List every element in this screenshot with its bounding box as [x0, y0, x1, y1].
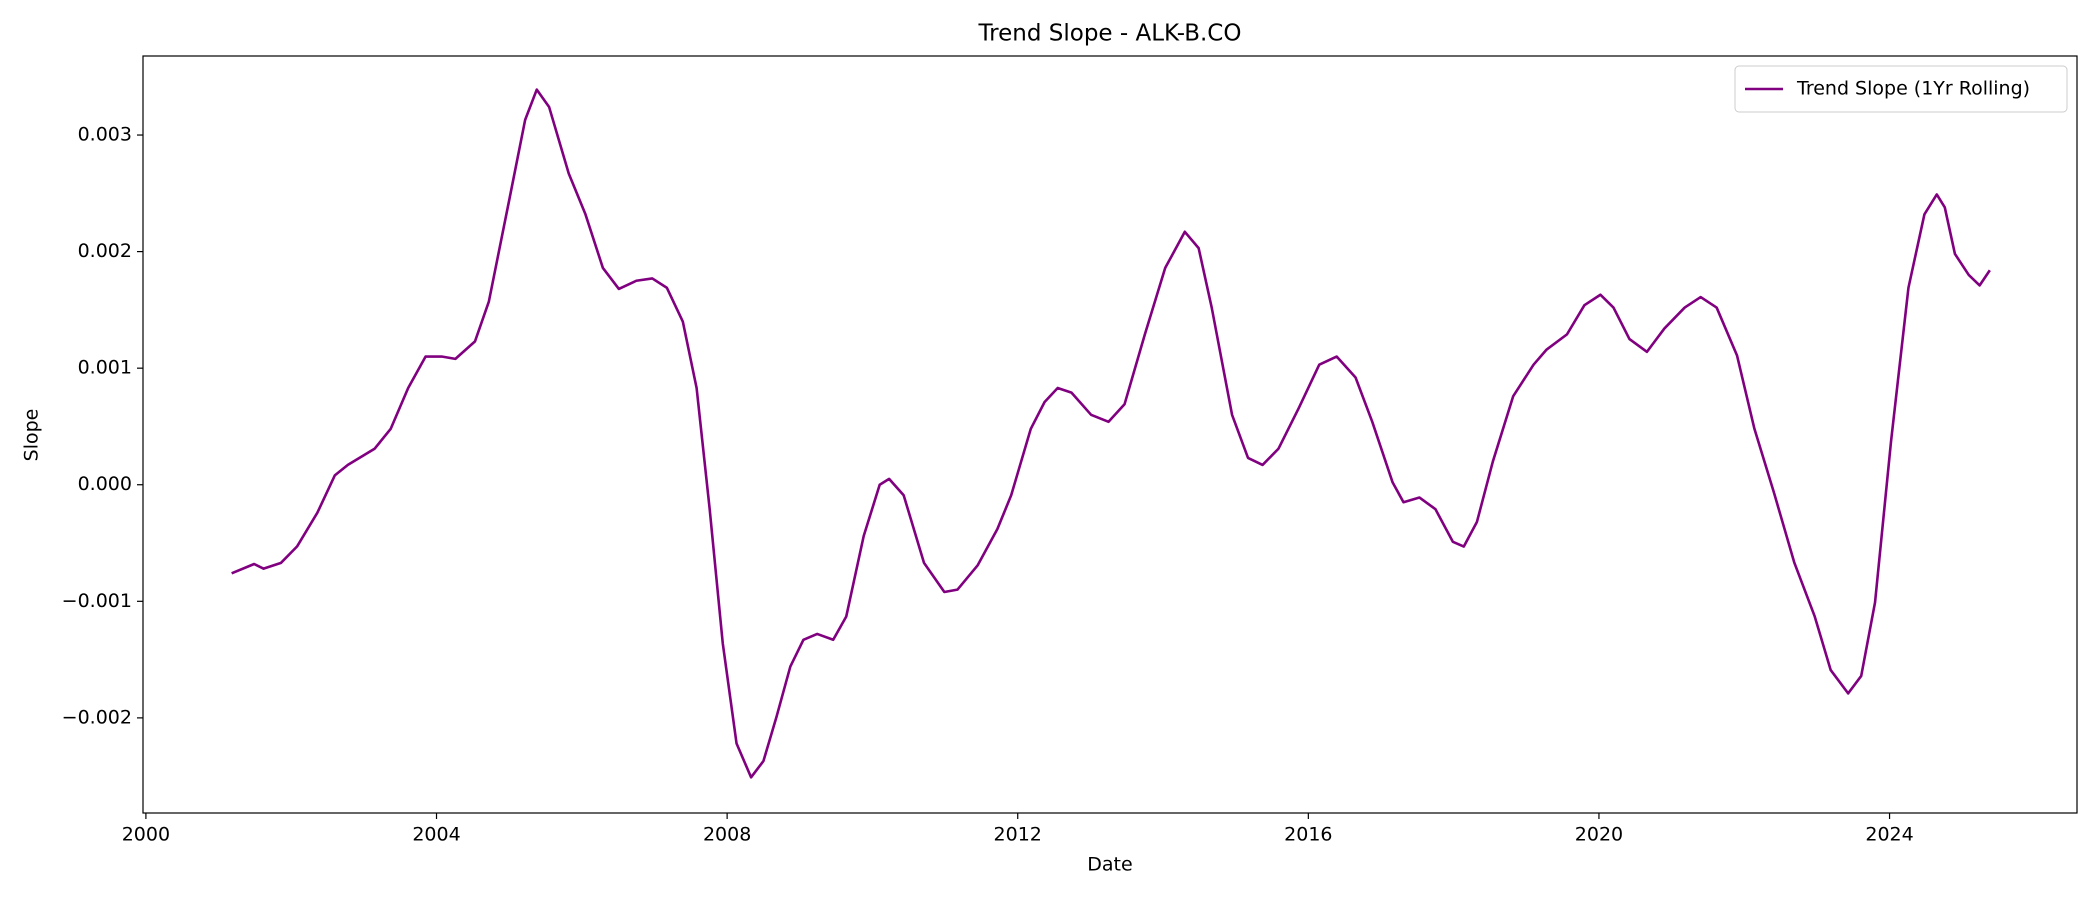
x-tick-label: 2016: [1284, 824, 1332, 846]
x-tick-label: 2012: [994, 824, 1042, 846]
x-axis-label: Date: [1087, 854, 1132, 876]
data-line: [231, 88, 1991, 779]
y-axis-label: Slope: [21, 409, 43, 462]
x-tick-label: 2004: [412, 824, 460, 846]
y-tick-label: 0.003: [78, 124, 132, 146]
y-tick-label: 0.002: [78, 240, 132, 262]
chart-title: Trend Slope - ALK-B.CO: [978, 21, 1242, 47]
y-tick-label: −0.002: [62, 706, 132, 728]
legend-label: Trend Slope (1Yr Rolling): [1796, 78, 2030, 100]
x-tick-label: 2000: [122, 824, 170, 846]
y-tick-label: −0.001: [62, 590, 132, 612]
y-tick-label: 0.001: [78, 357, 132, 379]
x-tick-label: 2020: [1575, 824, 1623, 846]
y-tick-label: 0.000: [78, 473, 132, 495]
x-tick-label: 2008: [703, 824, 751, 846]
legend-box: [1734, 65, 2068, 113]
plot-frame: [142, 55, 2078, 814]
x-tick-label: 2024: [1865, 824, 1913, 846]
